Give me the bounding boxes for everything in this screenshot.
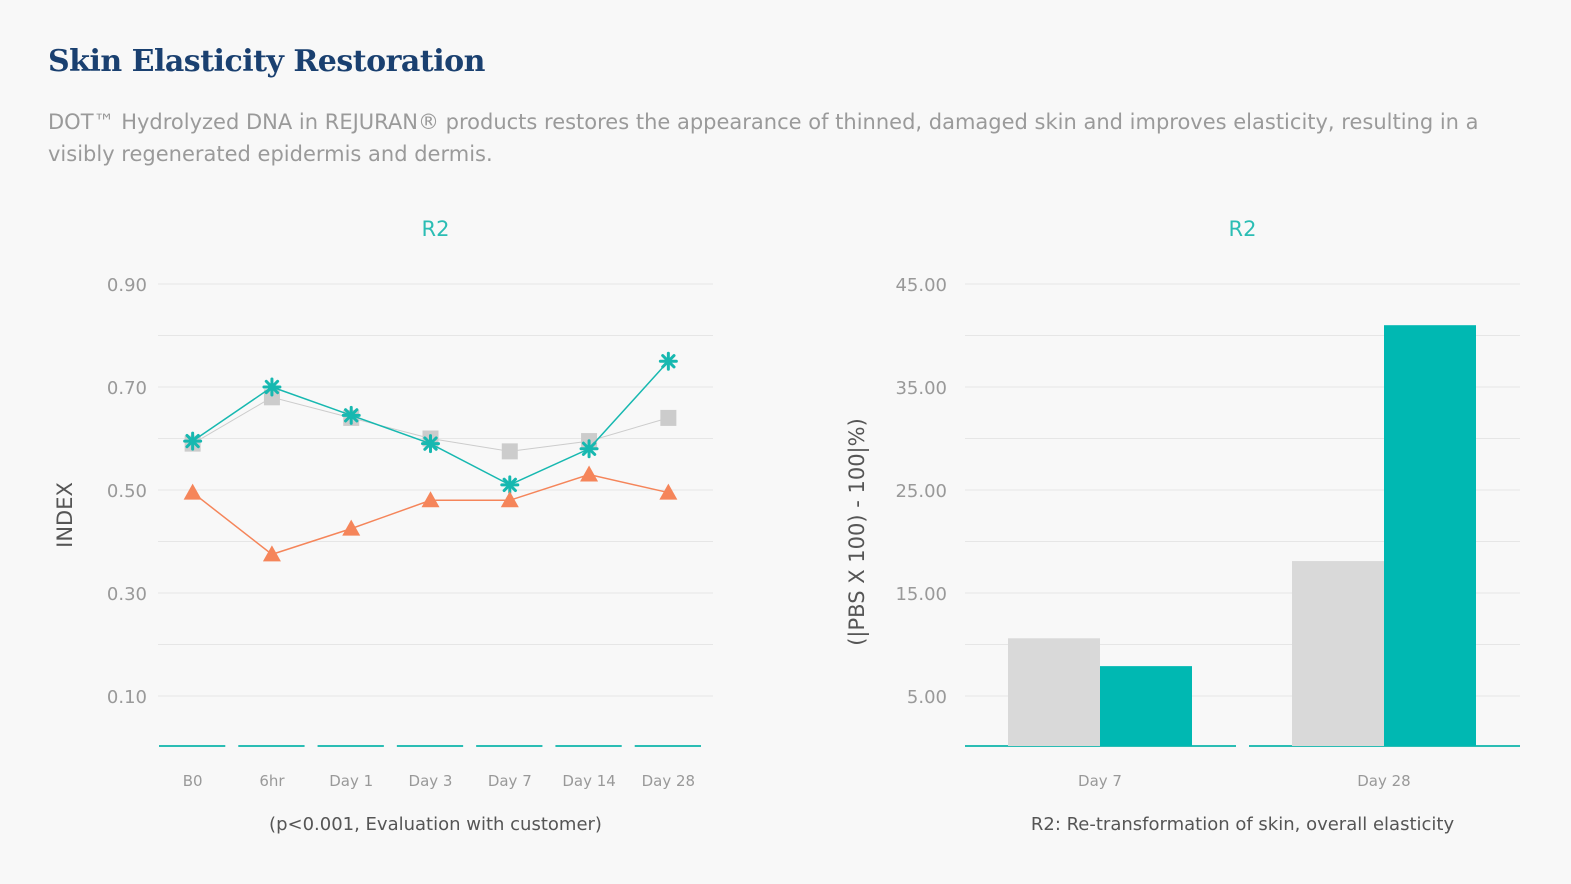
line-chart-x-tick-label: Day 3 (409, 772, 453, 790)
line-series-teal-point (341, 405, 361, 425)
line-chart-y-tick-label: 0.30 (107, 584, 147, 605)
line-chart-y-tick-label: 0.50 (107, 481, 147, 502)
line-series-teal-point (500, 475, 520, 495)
line-chart-x-tick-label: Day 28 (642, 772, 695, 790)
line-series-orange-line (192, 473, 669, 556)
bar-chart-y-tick-label: 5.00 (907, 687, 947, 708)
bar-gray-day-7 (1008, 638, 1100, 746)
line-series-orange-point (183, 483, 202, 500)
bar-chart-y-axis-label: (|PBS X 100) - 100|%) (845, 418, 870, 646)
line-chart-x-tick-label: Day 14 (562, 772, 615, 790)
line-series-gray-point (263, 389, 280, 406)
line-series-teal-point (183, 431, 203, 451)
line-series-orange-point (342, 519, 361, 536)
bar-chart-y-tick-label: 25.00 (895, 481, 947, 502)
line-chart-y-tick-label: 0.90 (107, 275, 147, 296)
line-series-teal-line (192, 360, 669, 486)
line-chart-x-tick-label: Day 7 (488, 772, 532, 790)
line-chart-y-axis-label: INDEX (53, 482, 77, 548)
bar-chart-y-tick-label: 15.00 (895, 584, 947, 605)
line-chart-caption: (p<0.001, Evaluation with customer) (269, 814, 602, 835)
line-series-orange-point (421, 491, 440, 508)
line-series-gray-point (660, 409, 677, 426)
bar-chart-y-tick-label: 35.00 (895, 378, 947, 399)
bar-teal-day-7 (1100, 666, 1192, 746)
page-description: DOT™ Hydrolyzed DNA in REJURAN® products… (48, 110, 1479, 166)
page-title: Skin Elasticity Restoration (48, 44, 485, 79)
line-chart-y-tick-label: 0.70 (107, 378, 147, 399)
line-series-teal-point (421, 434, 440, 454)
bar-chart-x-tick-label: Day 28 (1357, 772, 1410, 790)
line-chart-x-tick-label: B0 (183, 772, 203, 790)
bar-gray-day-28 (1292, 561, 1384, 746)
line-series-teal-point (579, 439, 599, 459)
line-chart-title: R2 (422, 217, 450, 241)
line-chart-x-tick-label: Day 1 (329, 772, 373, 790)
line-series-teal-point (658, 351, 678, 371)
line-chart-x-tick-label: 6hr (259, 772, 285, 790)
line-series-orange-point (659, 483, 678, 500)
line-series-gray-point (501, 443, 518, 460)
bar-teal-day-28 (1384, 325, 1476, 746)
bar-chart-title: R2 (1229, 217, 1257, 241)
line-chart-y-tick-label: 0.10 (107, 687, 147, 708)
bar-chart-caption: R2: Re-transformation of skin, overall e… (1031, 814, 1455, 835)
line-series-orange-point (580, 465, 599, 482)
bar-chart-x-tick-label: Day 7 (1078, 772, 1122, 790)
line-series-orange-point (262, 545, 281, 562)
line-series-orange-point (500, 491, 519, 508)
bar-chart-y-tick-label: 45.00 (895, 275, 947, 296)
line-series-teal-point (262, 377, 282, 397)
